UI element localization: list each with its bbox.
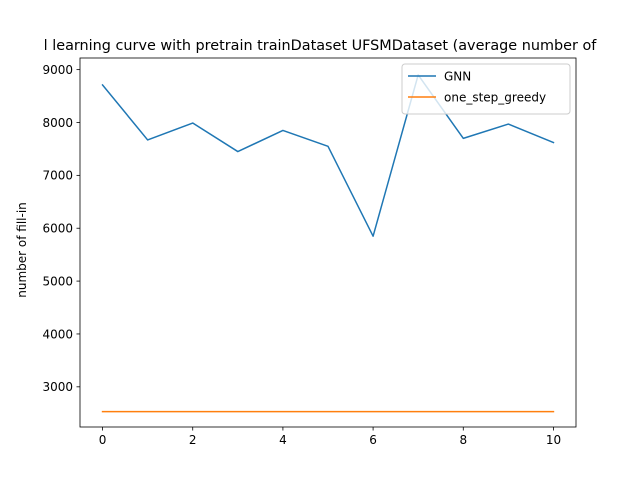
x-tick-label: 0 (99, 433, 107, 447)
y-tick-label: 7000 (42, 169, 73, 183)
y-tick-label: 3000 (42, 380, 73, 394)
x-tick-label: 2 (189, 433, 197, 447)
y-tick-label: 4000 (42, 327, 73, 341)
series-line-GNN (101, 74, 555, 237)
plot-area (101, 74, 555, 413)
y-tick-label: 8000 (42, 116, 73, 130)
x-tick-label: 8 (459, 433, 467, 447)
x-tick-label: 6 (369, 433, 377, 447)
x-tick-label: 4 (279, 433, 287, 447)
legend-label-one_step_greedy: one_step_greedy (444, 90, 546, 104)
y-tick-label: 9000 (42, 63, 73, 77)
axes: 0 2 4 6 8 10 3000 4000 5000 6000 7000 8000 9000 (42, 57, 577, 447)
y-tick-label: 6000 (42, 222, 73, 236)
legend-box (401, 63, 571, 115)
y-axis-label: number of fill-in (15, 202, 29, 298)
chart-title: l learning curve with pretrain trainData… (44, 38, 598, 54)
y-tick-label: 5000 (42, 274, 73, 288)
legend: GNN one_step_greedy (401, 63, 571, 115)
plot-frame (79, 57, 577, 428)
legend-label-GNN: GNN (444, 69, 471, 83)
x-tick-label: 10 (546, 433, 561, 447)
